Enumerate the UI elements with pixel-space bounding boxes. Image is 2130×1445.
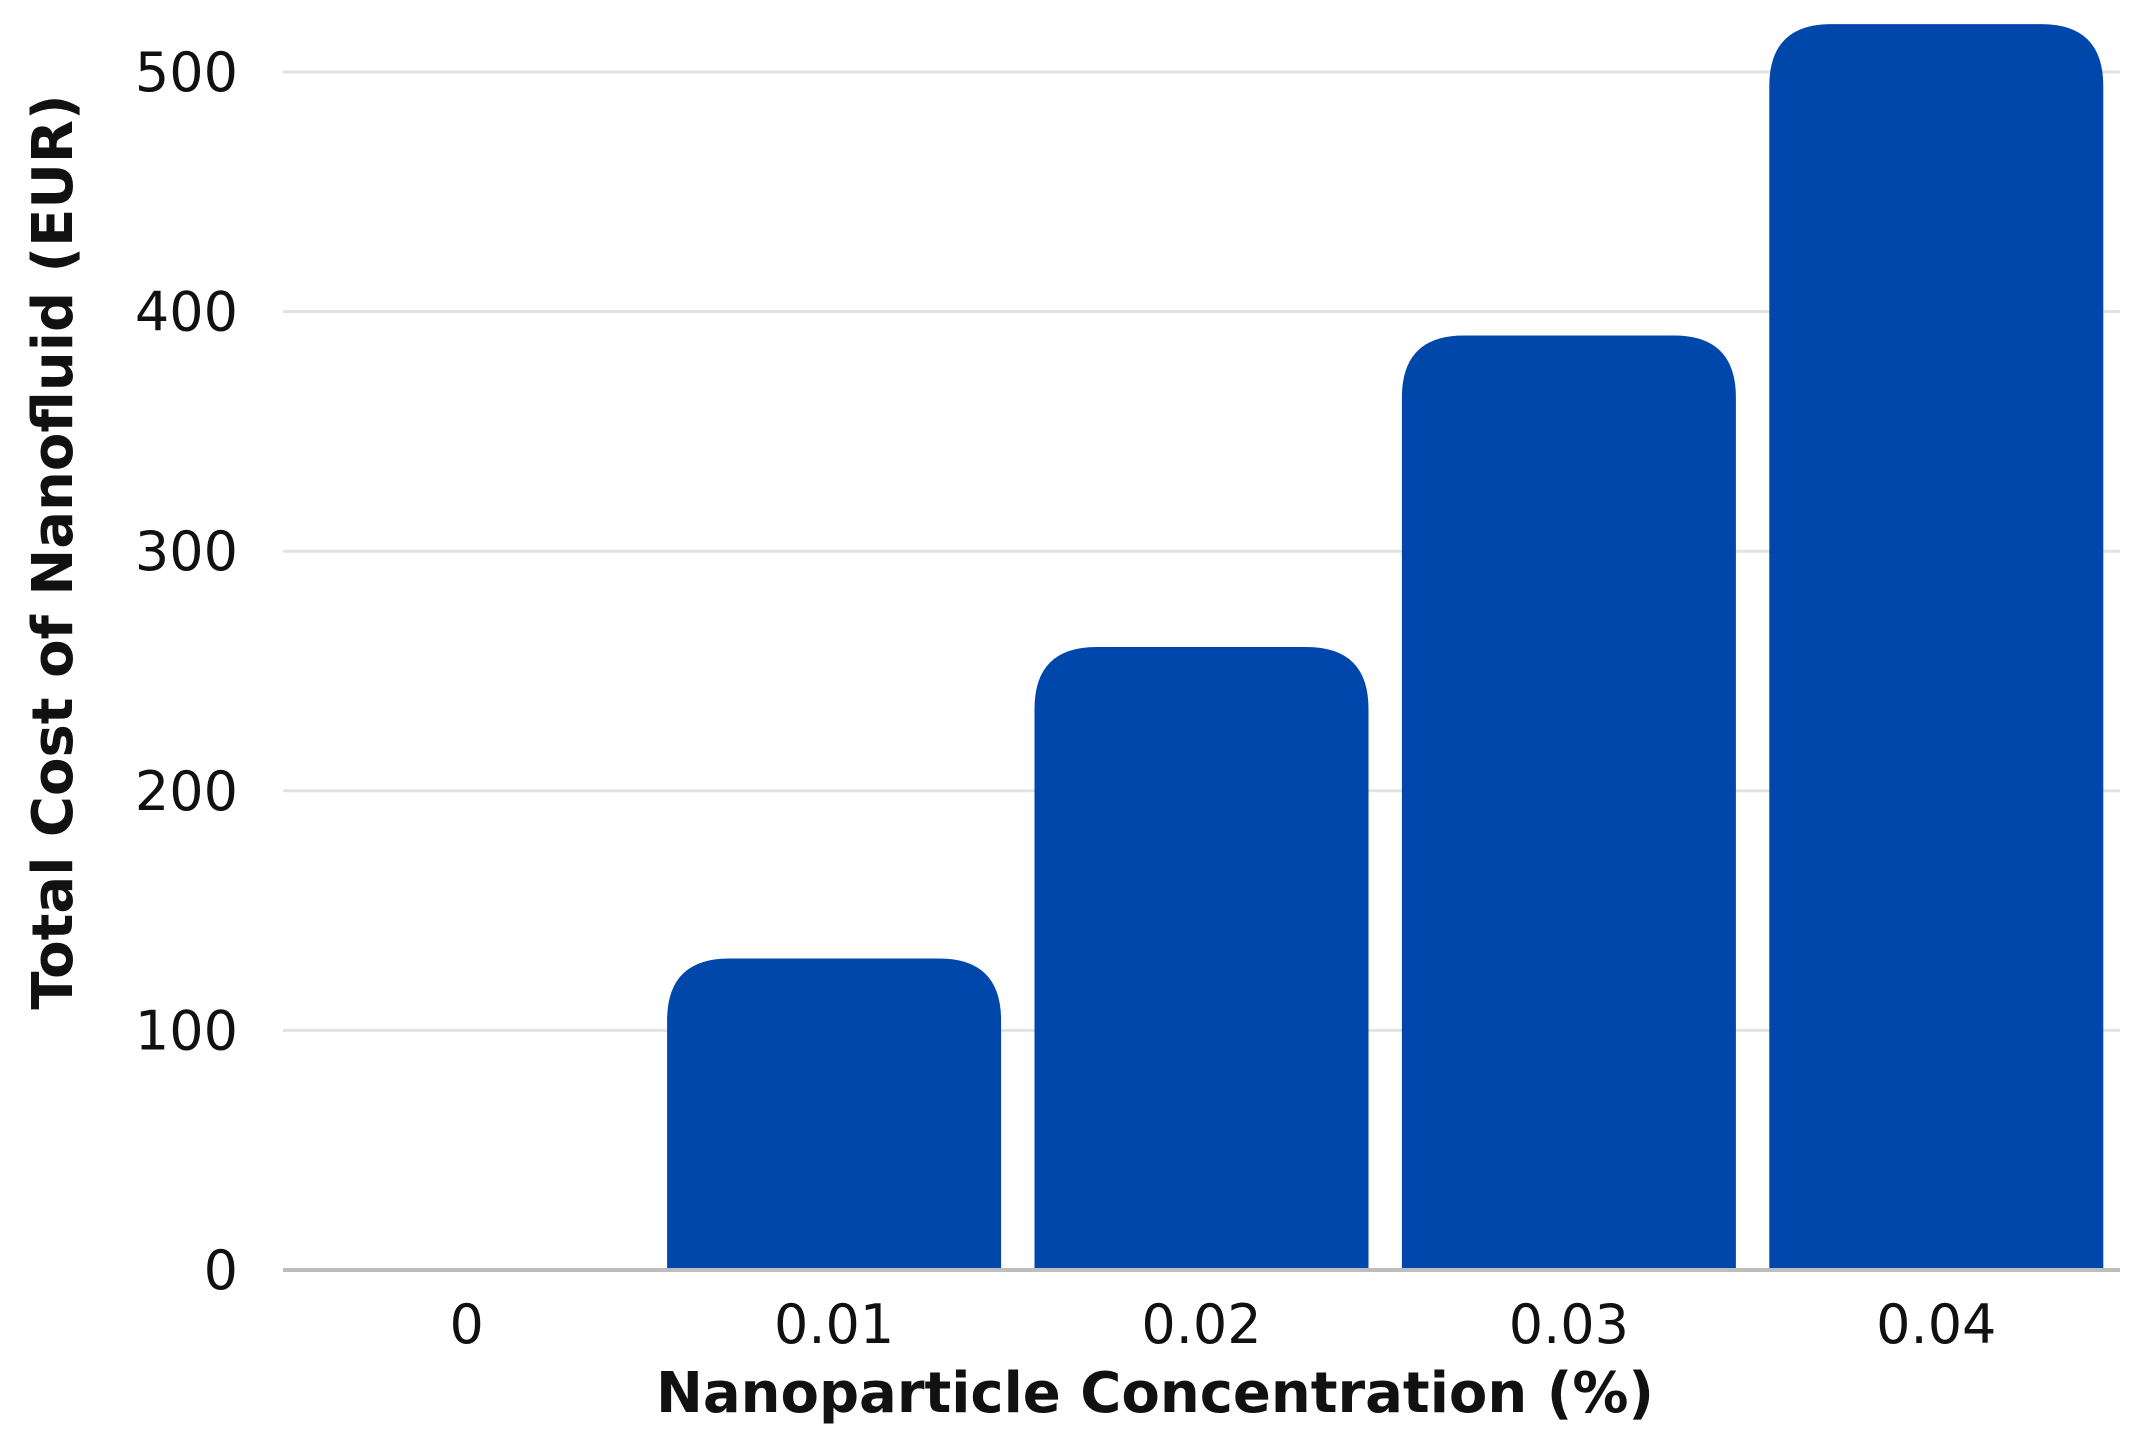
bar-0.04 <box>1769 24 2104 1271</box>
x-axis-title: Nanoparticle Concentration (%) <box>656 1361 1654 1426</box>
bar-0.02 <box>1034 647 1369 1270</box>
y-tick-label: 100 <box>135 999 238 1062</box>
bar-0.01 <box>667 958 1002 1270</box>
y-tick-label: 500 <box>135 41 238 104</box>
bar-0.03 <box>1401 335 1736 1270</box>
y-tick-labels: 0 100 200 300 400 500 <box>135 41 238 1302</box>
x-tick-label: 0.04 <box>1876 1293 1996 1356</box>
x-tick-label: 0.03 <box>1509 1293 1629 1356</box>
y-tick-label: 300 <box>135 520 238 583</box>
bars <box>667 24 2104 1271</box>
x-tick-label: 0.01 <box>774 1293 894 1356</box>
x-tick-labels: 0 0.01 0.02 0.03 0.04 <box>450 1293 1997 1356</box>
x-tick-label: 0 <box>450 1293 484 1356</box>
y-tick-label: 0 <box>204 1239 238 1302</box>
x-tick-label: 0.02 <box>1141 1293 1261 1356</box>
y-axis-title: Total Cost of Nanofluid (EUR) <box>21 94 86 1009</box>
y-tick-label: 200 <box>135 760 238 823</box>
y-tick-label: 400 <box>135 281 238 344</box>
